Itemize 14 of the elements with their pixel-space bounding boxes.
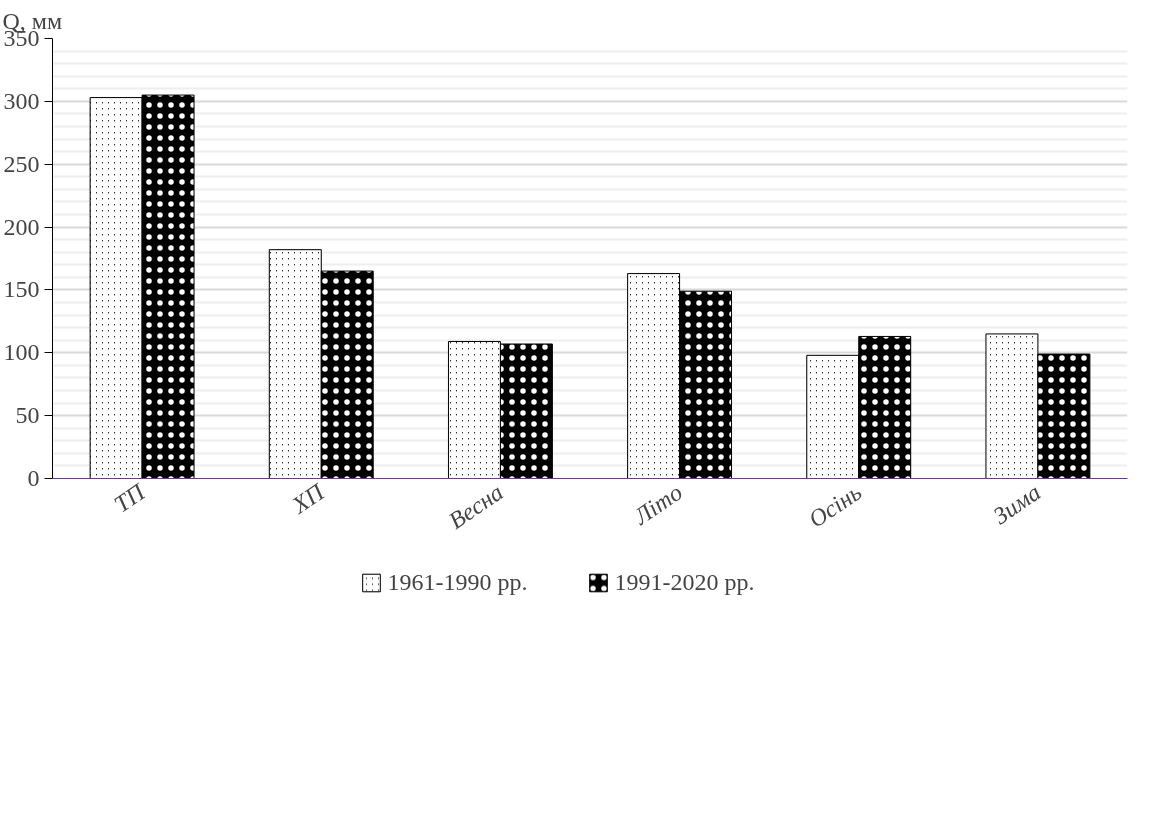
legend-label: 1991-2020 рр. <box>614 568 755 596</box>
y-tick-label: 0 <box>27 465 40 491</box>
x-tick-label: ХП <box>286 477 330 519</box>
y-tick-label: 100 <box>3 339 40 366</box>
x-tick-label: Осінь <box>803 478 867 533</box>
legend-label: 1961-1990 рр. <box>387 568 528 596</box>
y-tick-label: 150 <box>3 276 40 303</box>
y-tick-label: 50 <box>15 402 40 429</box>
y-tick-label: 300 <box>3 87 40 114</box>
x-tick-label: ТП <box>109 477 151 518</box>
x-tick-label: Зима <box>988 478 1046 530</box>
x-tick-label: Літо <box>628 478 687 531</box>
y-tick-label: 250 <box>3 150 40 177</box>
y-tick-label: 200 <box>3 213 40 240</box>
